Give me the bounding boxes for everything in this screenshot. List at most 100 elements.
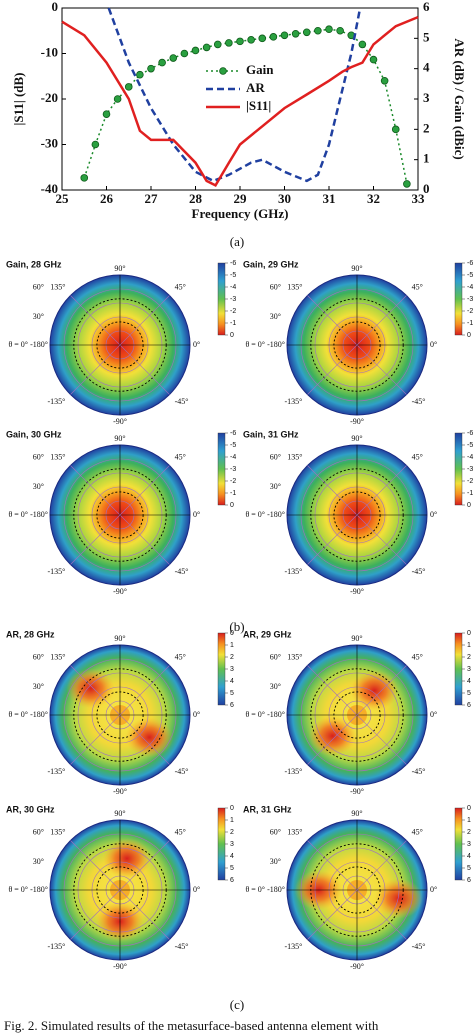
caption: Fig. 2. Simulated results of the metasur…	[4, 1018, 379, 1033]
colorbar-tick-label: -5	[230, 442, 236, 449]
y-tick-label: -20	[41, 90, 58, 105]
polar-title: AR, 30 GHz	[6, 804, 55, 814]
colorbar-tick-label: -5	[230, 272, 236, 279]
colorbar	[454, 432, 463, 506]
gain-marker	[291, 29, 300, 38]
gain-marker	[336, 26, 344, 35]
y2-tick-label: 3	[423, 90, 430, 105]
polar-angle-label: 60°	[270, 282, 281, 291]
gain-marker	[403, 180, 411, 188]
colorbar-tick-label: 6	[467, 877, 471, 884]
spoke	[307, 840, 407, 940]
gain-marker	[325, 25, 333, 34]
polar-angle-label: 45°	[412, 282, 423, 291]
polar-angle-label: 0°	[193, 885, 200, 894]
series-line	[107, 7, 362, 183]
polar-angle-label: 45°	[412, 452, 423, 461]
polar-angle-label: 60°	[33, 652, 44, 661]
colorbar	[217, 262, 226, 336]
polar-angle-label: 135°	[287, 452, 302, 461]
polar-angle-label: θ = 0°	[8, 510, 28, 519]
x-tick-label: 27	[145, 191, 159, 206]
polar-angle-label: θ = 0°	[245, 510, 265, 519]
y2-tick-label: 1	[423, 151, 430, 166]
series-line	[61, 15, 419, 188]
colorbar	[454, 632, 463, 706]
gain-marker	[380, 77, 389, 85]
colorbar-tick-label: -5	[467, 272, 473, 279]
gain-marker	[80, 174, 89, 182]
legend-label: |S11|	[246, 98, 271, 113]
polar-angle-label: 90°	[351, 809, 362, 818]
spoke	[70, 665, 170, 765]
polar-angle-label: -45°	[412, 767, 426, 776]
colorbar-tick-label: 0	[230, 805, 234, 812]
polar-angle-label: -90°	[350, 787, 364, 796]
polar-angle-label: -90°	[350, 417, 364, 426]
polar-title: Gain, 28 GHz	[6, 259, 62, 269]
colorbar-tick-label: 3	[230, 841, 234, 848]
colorbar-tick-label: 3	[230, 666, 234, 673]
gain-marker	[91, 140, 100, 149]
x-tick-label: 30	[278, 191, 291, 206]
colorbar-tick-label: 0	[467, 805, 471, 812]
colorbar	[454, 807, 463, 881]
polar-angle-label: θ = 0°	[245, 885, 265, 894]
x-tick-label: 29	[234, 191, 248, 206]
colorbar-tick-label: 5	[230, 865, 234, 872]
gain-marker	[169, 54, 178, 62]
polar-angle-label: -90°	[113, 587, 127, 596]
y-tick-label: -40	[41, 181, 58, 196]
gain-marker	[180, 49, 189, 58]
polar-angle-label: -180°	[30, 885, 48, 894]
polar-angle-label: 90°	[114, 809, 125, 818]
gain-marker	[236, 37, 244, 46]
colorbar-tick-label: 1	[230, 817, 234, 824]
polar-angle-label: 0°	[430, 710, 437, 719]
spoke	[307, 465, 407, 565]
polar-angle-label: θ = 0°	[8, 885, 28, 894]
polar-angle-label: 90°	[114, 264, 125, 273]
gain-marker	[202, 43, 211, 52]
legend-label: Gain	[246, 62, 274, 77]
colorbar-tick-label: -2	[230, 308, 236, 315]
polar-angle-label: 90°	[351, 434, 362, 443]
colorbar-tick-label: 3	[467, 666, 471, 673]
gain-marker	[269, 33, 278, 41]
polar-angle-label: 45°	[175, 652, 186, 661]
colorbar-tick-label: 6	[230, 877, 234, 884]
colorbar-tick-label: -3	[230, 466, 236, 473]
polar-title: AR, 28 GHz	[6, 629, 55, 639]
polar-angle-label: -90°	[113, 417, 127, 426]
colorbar-tick-label: 0	[230, 630, 234, 637]
colorbar-tick-label: -1	[230, 490, 236, 497]
colorbar-tick-label: 0	[230, 502, 234, 509]
gain-marker	[391, 125, 400, 134]
colorbar-tick-label: -4	[467, 454, 473, 461]
colorbar-tick-label: -3	[467, 466, 473, 473]
x-tick-label: 32	[367, 191, 380, 206]
polar-angle-label: θ = 0°	[8, 340, 28, 349]
panel-label: (c)	[230, 997, 244, 1012]
polar-angle-label: 60°	[270, 652, 281, 661]
colorbar-tick-label: 5	[230, 690, 234, 697]
gain-marker	[258, 34, 267, 43]
panel-label: (a)	[230, 234, 244, 249]
polar-angle-label: 135°	[50, 452, 65, 461]
polar-angle-label: 90°	[351, 634, 362, 643]
colorbar-tick-label: -3	[230, 296, 236, 303]
polar-angle-label: θ = 0°	[245, 710, 265, 719]
colorbar-tick-label: 1	[467, 817, 471, 824]
colorbar-tick-label: 4	[230, 678, 234, 685]
y2-tick-label: 5	[423, 29, 430, 44]
hot-spot	[375, 878, 423, 919]
colorbar-tick-label: -1	[467, 490, 473, 497]
polar-angle-label: -180°	[267, 885, 285, 894]
polar-angle-label: 0°	[430, 885, 437, 894]
colorbar-tick-label: 4	[467, 853, 471, 860]
hot-spot	[125, 717, 174, 758]
spoke	[70, 840, 170, 940]
gain-marker	[225, 39, 233, 47]
gain-marker	[147, 64, 155, 73]
polar-angle-label: 30°	[33, 312, 44, 321]
